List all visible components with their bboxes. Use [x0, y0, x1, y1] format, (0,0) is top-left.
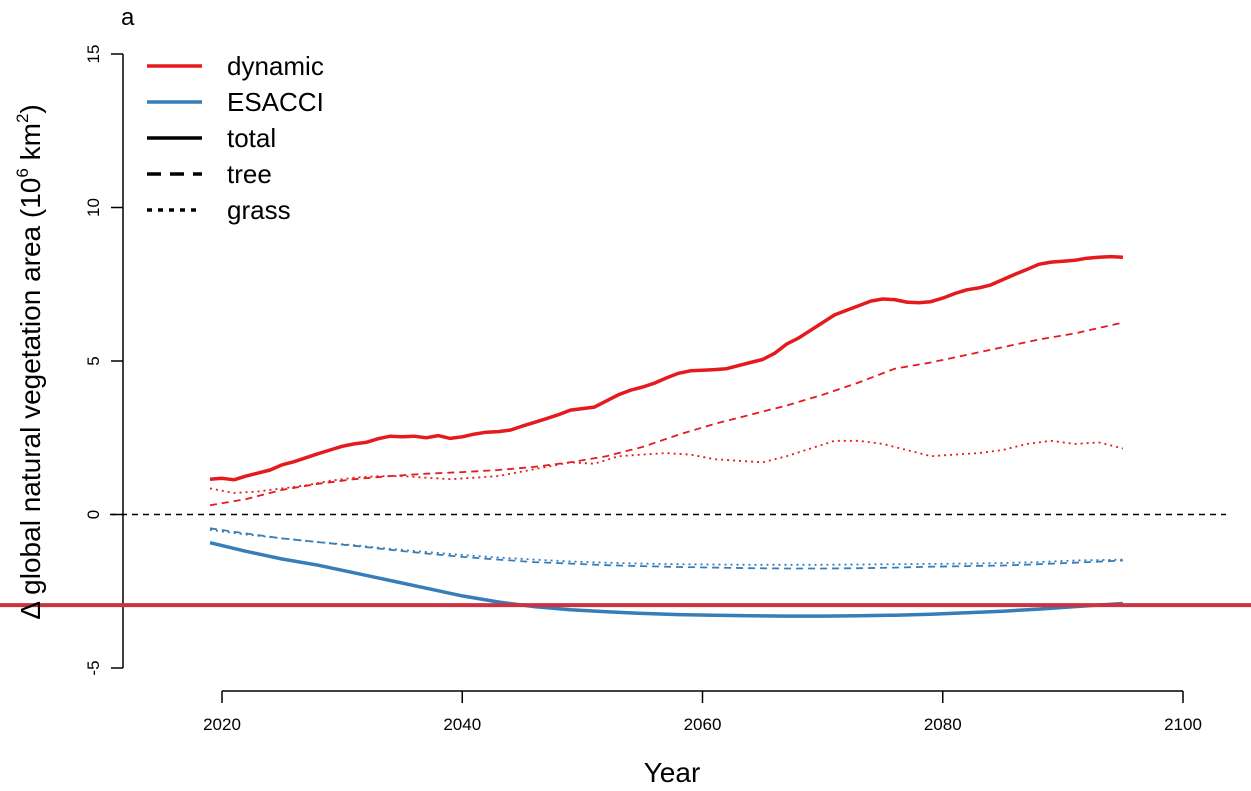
- y-axis-title-sup1: 6: [13, 168, 32, 177]
- y-tick-label-3: 10: [84, 198, 103, 217]
- y-tick-label-0: -5: [84, 660, 103, 675]
- y-axis-title-sup2: 2: [13, 114, 32, 123]
- series-line-dynamic-grass: [209, 439, 1124, 494]
- y-axis-title-end: ): [15, 104, 46, 113]
- legend: dynamic ESACCI total tree grass: [147, 51, 324, 225]
- y-axis: -5 0 5 10 15: [84, 45, 124, 676]
- x-axis-title: Year: [644, 757, 701, 788]
- legend-label-total: total: [227, 123, 276, 153]
- legend-label-grass: grass: [227, 195, 291, 225]
- x-tick-label-4: 2100: [1164, 715, 1202, 734]
- series-line-dynamic-tree: [209, 321, 1124, 507]
- y-axis-title-main: Δ global natural vegetation area (10: [15, 178, 46, 620]
- y-axis-title-mid: km: [15, 123, 46, 168]
- x-tick-label-1: 2040: [443, 715, 481, 734]
- y-tick-label-1: 0: [84, 510, 103, 519]
- legend-label-esacci: ESACCI: [227, 87, 324, 117]
- x-tick-label-2: 2060: [684, 715, 722, 734]
- legend-label-tree: tree: [227, 159, 272, 189]
- y-tick-label-2: 5: [84, 356, 103, 365]
- series-line-dynamic-total: [209, 254, 1123, 482]
- series-line-esacci-total: [209, 540, 1124, 618]
- panel-label: a: [121, 4, 135, 31]
- y-tick-label-4: 15: [84, 45, 103, 64]
- x-tick-label-0: 2020: [203, 715, 241, 734]
- x-axis: 2020 2040 2060 2080 2100: [203, 690, 1202, 734]
- x-tick-label-3: 2080: [924, 715, 962, 734]
- series-line-esacci-grass: [209, 529, 1123, 566]
- series-layer: [0, 254, 1251, 618]
- legend-label-dynamic: dynamic: [227, 51, 324, 81]
- y-axis-title: Δ global natural vegetation area (106 km…: [13, 104, 46, 620]
- series-line-esacci-tree: [209, 527, 1123, 570]
